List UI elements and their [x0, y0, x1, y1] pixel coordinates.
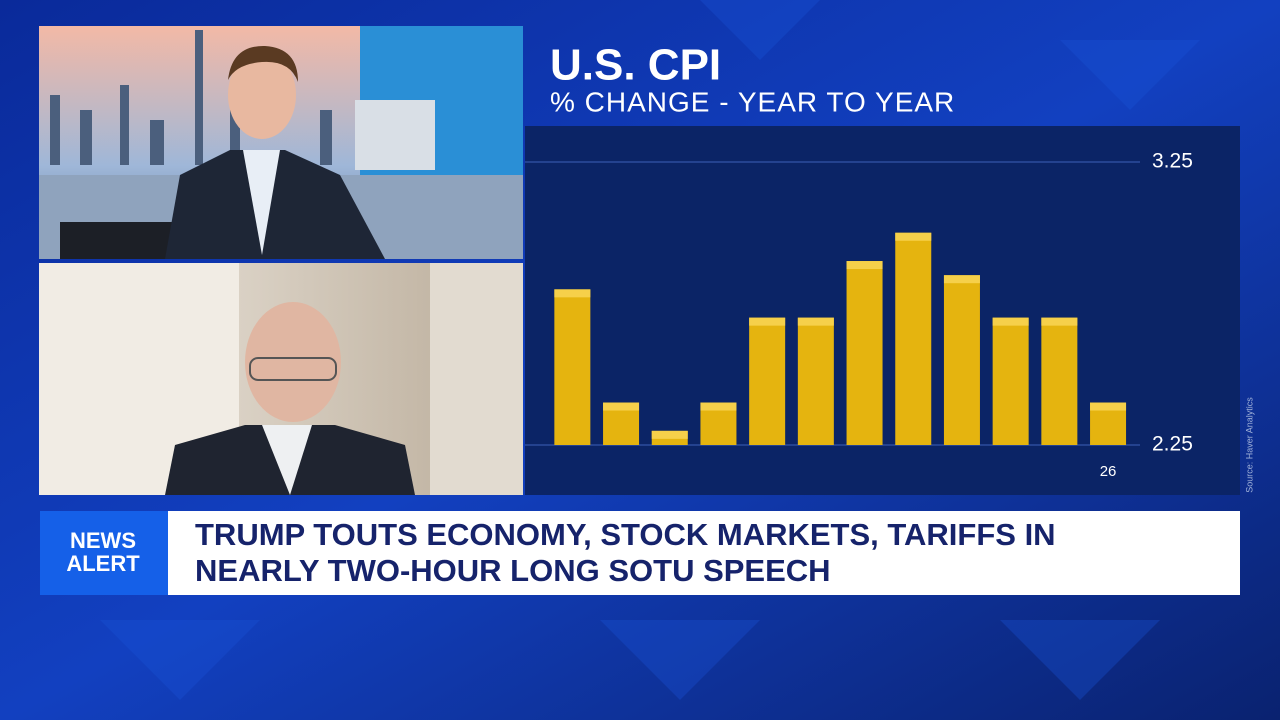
bar — [943, 275, 980, 445]
chart-subtitle: % CHANGE - YEAR TO YEAR — [550, 86, 955, 117]
bar — [554, 289, 591, 445]
bar-cap — [992, 317, 1029, 326]
bar — [797, 317, 834, 445]
chart-title: U.S. CPI — [550, 41, 721, 90]
source-note: Source: Haver Analytics — [1244, 397, 1254, 493]
lower-third — [40, 511, 1240, 595]
bar-cap — [554, 289, 591, 298]
news-alert-label: ALERT — [66, 551, 140, 576]
bar-cap — [749, 317, 786, 326]
bar-cap — [846, 261, 883, 270]
y-tick-label: 2.25 — [1152, 433, 1193, 456]
news-alert-box — [40, 511, 168, 595]
headline: TRUMP TOUTS ECONOMY, STOCK MARKETS, TARI… — [195, 517, 1056, 552]
bar — [895, 232, 932, 445]
bar-cap — [1041, 317, 1078, 326]
headline: NEARLY TWO-HOUR LONG SOTU SPEECH — [195, 553, 831, 588]
video-feed-anchor — [39, 26, 523, 259]
bar-cap — [700, 402, 737, 411]
bar-cap — [943, 275, 980, 284]
bar — [992, 317, 1029, 445]
bar — [1041, 317, 1078, 445]
video-feed-guest — [39, 263, 523, 495]
x-tick-label: 26 — [1100, 463, 1117, 480]
bar-cap — [895, 232, 932, 241]
plot: 2.25 3.25 26 — [525, 150, 1193, 480]
bar-cap — [603, 402, 640, 411]
bar-cap — [651, 430, 688, 439]
bar — [846, 261, 883, 445]
news-alert-label: NEWS — [70, 528, 136, 553]
bar-cap — [797, 317, 834, 326]
bar-cap — [1090, 402, 1127, 411]
bar — [749, 317, 786, 445]
y-tick-label: 3.25 — [1152, 150, 1193, 173]
background-tiles — [100, 0, 1200, 700]
